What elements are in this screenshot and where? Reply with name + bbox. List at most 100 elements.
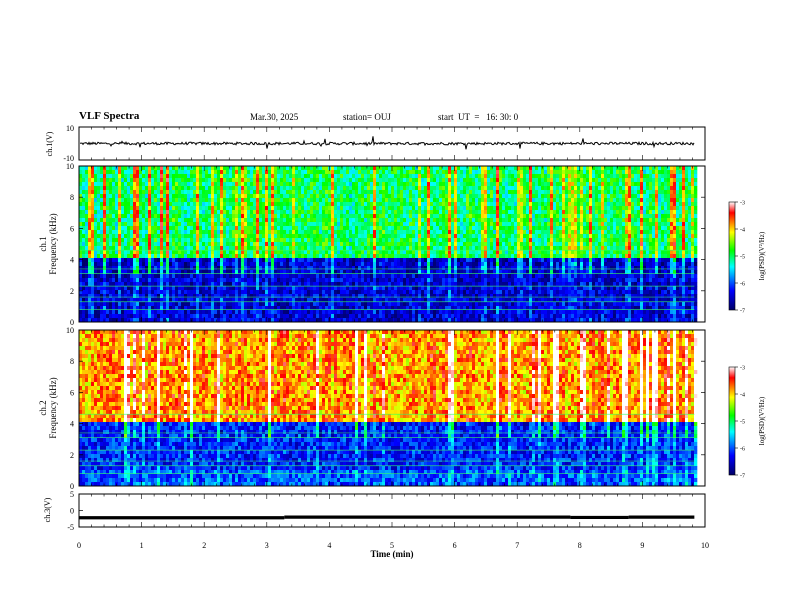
spectrogram-cell [235, 218, 239, 223]
spectrogram-cell [262, 306, 266, 311]
spectrogram-cell [151, 246, 155, 251]
spectrogram-cell [139, 166, 143, 171]
spectrogram-cell [295, 258, 299, 263]
spectrogram-cell [340, 194, 344, 199]
spectrogram-cell [364, 214, 368, 219]
spectrogram-cell [193, 258, 197, 263]
spectrogram-cell [148, 314, 152, 319]
spectrogram-cell [154, 266, 158, 271]
spectrogram-cell [79, 314, 83, 319]
spectrogram-cell [409, 202, 413, 207]
spectrogram-cell [289, 254, 293, 259]
spectrogram-cell [202, 234, 206, 239]
spectrogram-cell [379, 186, 383, 191]
spectrogram-cell [415, 314, 419, 319]
spectrogram-cell [148, 294, 152, 299]
spectrogram-cell [307, 286, 311, 291]
spectrogram-cell [301, 246, 305, 251]
spectrogram-cell [91, 318, 95, 323]
spectrogram-cell [376, 226, 380, 231]
spectrogram-cell [124, 230, 128, 235]
spectrogram-cell [370, 318, 374, 323]
spectrogram-cell [376, 318, 380, 323]
spectrogram-cell [148, 266, 152, 271]
spectrogram-cell [208, 170, 212, 175]
spectrogram-cell [154, 246, 158, 251]
spectrogram-cell [154, 226, 158, 231]
spectrogram-cell [433, 314, 437, 319]
spectrogram-cell [319, 190, 323, 195]
spectrogram-cell [349, 198, 353, 203]
spectrogram-cell [331, 218, 335, 223]
spectrogram-cell [106, 298, 110, 303]
spectrogram-cell [184, 254, 188, 259]
spectrogram-cell [328, 214, 332, 219]
spectrogram-cell [214, 274, 218, 279]
spectrogram-cell [178, 210, 182, 215]
spectrogram-cell [280, 246, 284, 251]
spectrogram-cell [409, 222, 413, 227]
spectrogram-cell [451, 198, 455, 203]
spectrogram-cell [445, 222, 449, 227]
spectrogram-cell [196, 250, 200, 255]
spectrogram-cell [241, 246, 245, 251]
spectrogram-cell [325, 230, 329, 235]
spectrogram-cell [151, 198, 155, 203]
spectrogram-cell [412, 310, 416, 315]
spectrogram-cell [388, 278, 392, 283]
spectrogram-cell [220, 298, 224, 303]
spectrogram-cell [82, 242, 86, 247]
spectrogram-cell [229, 254, 233, 259]
spectrogram-cell [448, 302, 452, 307]
spectrogram-cell [292, 206, 296, 211]
spectrogram-cell [139, 186, 143, 191]
spectrogram-cell [325, 222, 329, 227]
spectrogram-cell [286, 258, 290, 263]
spectrogram-cell [232, 190, 236, 195]
spectrogram-cell [115, 194, 119, 199]
spectrogram-cell [262, 194, 266, 199]
spectrogram-cell [283, 298, 287, 303]
spectrogram-cell [139, 222, 143, 227]
spectrogram-cell [325, 278, 329, 283]
spectrogram-cell [82, 278, 86, 283]
spectrogram-cell [349, 314, 353, 319]
spectrogram-cell [238, 166, 242, 171]
spectrogram-cell [112, 306, 116, 311]
spectrogram-cell [298, 206, 302, 211]
spectrogram-cell [97, 226, 101, 231]
spectrogram-cell [268, 262, 272, 267]
spectrogram-cell [304, 246, 308, 251]
spectrogram-cell [406, 174, 410, 179]
spectrogram-cell [397, 186, 401, 191]
spectrogram-cell [334, 294, 338, 299]
spectrogram-cell [226, 218, 230, 223]
spectrogram-cell [391, 206, 395, 211]
spectrogram-cell [109, 242, 113, 247]
spectrogram-cell [244, 222, 248, 227]
spectrogram-cell [325, 298, 329, 303]
spectrogram-cell [370, 266, 374, 271]
spectrogram-cell [202, 306, 206, 311]
spectrogram-cell [94, 282, 98, 287]
spectrogram-cell [334, 250, 338, 255]
spectrogram-cell [232, 314, 236, 319]
spectrogram-cell [241, 262, 245, 267]
spectrogram-cell [142, 242, 146, 247]
spectrogram-cell [364, 258, 368, 263]
spectrogram-cell [394, 242, 398, 247]
spectrogram-cell [436, 230, 440, 235]
spectrogram-cell [352, 286, 356, 291]
spectrogram-cell [382, 250, 386, 255]
spectrogram-cell [367, 178, 371, 183]
spectrogram-cell [151, 190, 155, 195]
spectrogram-cell [247, 186, 251, 191]
spectrogram-cell [205, 262, 209, 267]
spectrogram-cell [337, 274, 341, 279]
spectrogram-cell [223, 210, 227, 215]
spectrogram-cell [238, 294, 242, 299]
spectrogram-cell [400, 218, 404, 223]
spectrogram-cell [148, 178, 152, 183]
spectrogram-cell [172, 266, 176, 271]
spectrogram-cell [166, 202, 170, 207]
